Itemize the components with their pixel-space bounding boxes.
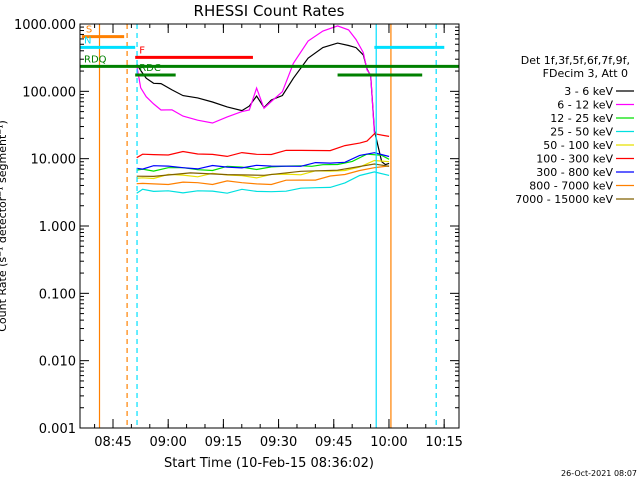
y-tick-label: 10.000: [31, 153, 77, 168]
legend-header-line-1: Det 1f,3f,5f,6f,7f,9f,: [521, 54, 630, 67]
flag-layer: SN F RDQ RDC: [80, 24, 459, 428]
y-axis-label: Count Rate (s⁻¹ detector⁻¹ segment⁻¹): [0, 120, 9, 332]
x-tick-label: 09:45: [315, 435, 352, 450]
legend-entry-label: 25 - 50 keV: [550, 126, 613, 139]
legend-entry-label: 3 - 6 keV: [564, 85, 613, 98]
flag-label: F: [139, 45, 145, 56]
legend-entry-label: 12 - 25 keV: [550, 112, 613, 125]
y-tick-label: 100.000: [22, 85, 76, 100]
series-line-100-300-kev: [136, 133, 390, 159]
flag-label: RDC: [139, 63, 161, 74]
series-line-6-12-kev: [136, 25, 375, 134]
series-line-12-25-kev: [136, 153, 390, 172]
series-layer: [136, 25, 390, 194]
x-tick-label: 09:15: [205, 435, 242, 450]
timestamp: 26-Oct-2021 08:07: [561, 469, 637, 478]
legend-entry-label: 100 - 300 keV: [536, 153, 613, 166]
legend-entry-label: 300 - 800 keV: [536, 166, 613, 179]
flag-label: RDQ: [84, 54, 107, 65]
x-tick-label: 09:30: [260, 435, 297, 450]
series-line-7000-15000-kev: [136, 163, 390, 178]
x-tick-label: 10:00: [370, 435, 407, 450]
legend-header-line-2: FDecim 3, Att 0: [543, 67, 628, 80]
series-line-300-800-kev: [136, 152, 390, 170]
x-tick-label: 08:45: [94, 435, 131, 450]
y-tick-label: 1000.000: [14, 18, 76, 33]
y-tick-label: 1.000: [39, 220, 76, 235]
legend-entry-label: 800 - 7000 keV: [529, 180, 613, 193]
series-line-800-7000-kev: [136, 165, 390, 186]
axis-layer: 1000.000 100.000 10.000 1.000 0.100 0.010 0.00…: [14, 18, 463, 450]
y-tick-label: 0.001: [39, 422, 76, 437]
legend: Det 1f,3f,5f,6f,7f,9f, FDecim 3, Att 0 3…: [515, 54, 634, 206]
series-line-25-50-kev: [136, 171, 390, 194]
flag-label: S: [86, 25, 92, 36]
legend-entry-label: 7000 - 15000 keV: [515, 193, 613, 206]
chart-title: RHESSI Count Rates: [194, 2, 345, 20]
legend-entry-label: 50 - 100 keV: [543, 139, 613, 152]
y-tick-label: 0.010: [39, 355, 76, 370]
flag-label: N: [84, 35, 91, 46]
x-axis-label: Start Time (10-Feb-15 08:36:02): [164, 456, 374, 471]
x-tick-label: 09:00: [149, 435, 186, 450]
y-tick-label: 0.100: [39, 287, 76, 302]
x-tick-label: 10:15: [425, 435, 462, 450]
legend-entry-label: 6 - 12 keV: [557, 99, 613, 112]
